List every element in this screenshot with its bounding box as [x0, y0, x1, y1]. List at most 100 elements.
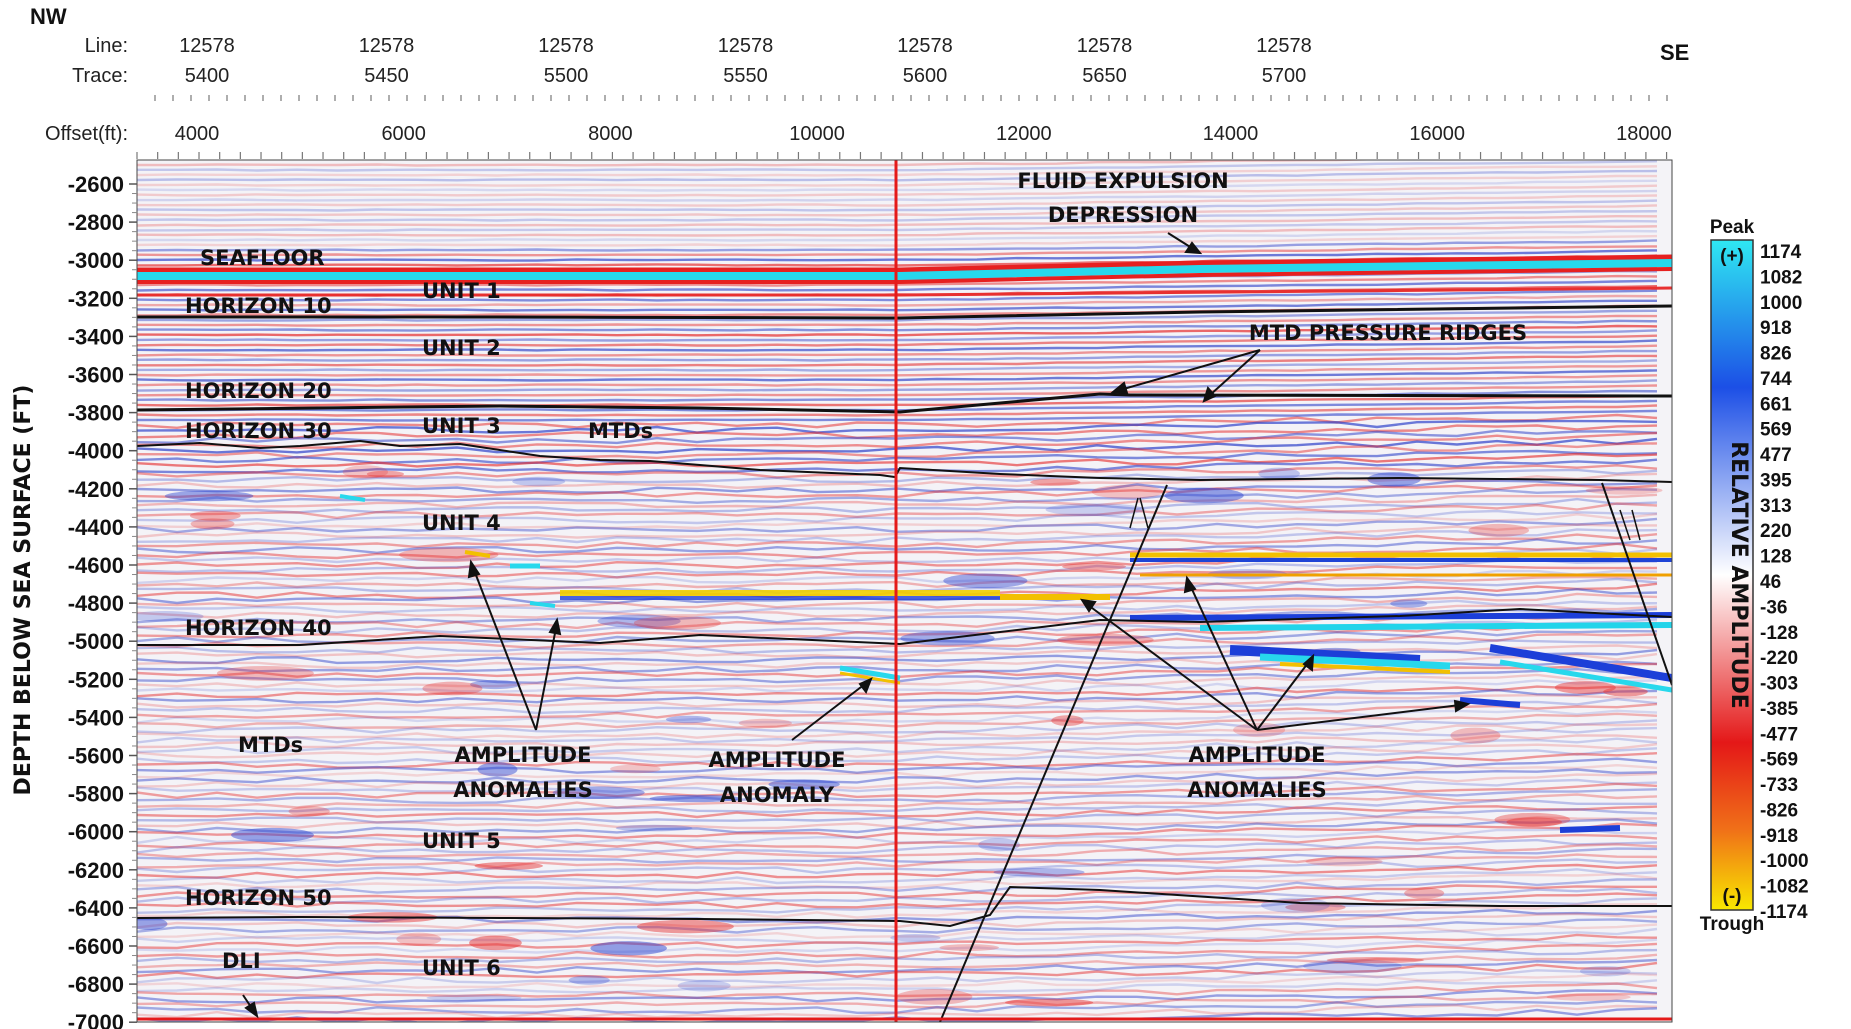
horizon50-label: HORIZON 50 — [185, 886, 332, 910]
mtd-pressure-ridges-label: MTD PRESSURE RIDGES — [1249, 321, 1527, 345]
colorbar-value: 313 — [1760, 496, 1792, 517]
colorbar-value: 661 — [1760, 394, 1792, 415]
colorbar-trough: Trough — [1700, 914, 1764, 935]
depth-tick-label: -5800 — [68, 782, 124, 807]
offset-label: Offset(ft): — [45, 123, 128, 145]
amp-anomaly-label-2: ANOMALY — [720, 783, 835, 807]
depth-tick-label: -3000 — [68, 248, 124, 273]
colorbar — [1710, 239, 1754, 911]
trace-number-value: 5550 — [723, 65, 768, 87]
offset-value: 4000 — [175, 123, 220, 145]
colorbar-value: -918 — [1760, 826, 1798, 847]
colorbar-value: -733 — [1760, 775, 1798, 796]
depth-tick-label: -4000 — [68, 439, 124, 464]
dli-label: DLI — [222, 949, 261, 973]
colorbar-value: 46 — [1760, 572, 1781, 593]
colorbar-value: 477 — [1760, 445, 1792, 466]
depth-tick-label: -4200 — [68, 477, 124, 502]
depth-tick-label: -4800 — [68, 591, 124, 616]
depth-tick-label: -5400 — [68, 705, 124, 730]
trace-line-value: 12578 — [1256, 35, 1312, 57]
trace-number-value: 5700 — [1262, 65, 1307, 87]
colorbar-value: -569 — [1760, 750, 1798, 771]
horizon10-label: HORIZON 10 — [185, 294, 332, 318]
colorbar-value: 569 — [1760, 420, 1792, 441]
unit4-label: UNIT 4 — [422, 511, 501, 535]
colorbar-value: 826 — [1760, 344, 1792, 365]
depth-tick-label: -6000 — [68, 820, 124, 845]
colorbar-value: -1082 — [1760, 877, 1809, 898]
colorbar-value: -1000 — [1760, 851, 1809, 872]
depth-axis-label: DEPTH BELOW SEA SURFACE (FT) — [11, 385, 36, 796]
colorbar-value: -36 — [1760, 597, 1787, 618]
trace-number-value: 5600 — [903, 65, 948, 87]
depth-axis: -2600 -2800 -3000 -3200 -3400 -3600 -3800 -4000… — [68, 172, 137, 1029]
colorbar-value: 1000 — [1760, 293, 1802, 314]
amp-anomalies-label-left-2: ANOMALIES — [453, 778, 593, 802]
offset-value: 10000 — [789, 123, 845, 145]
depth-tick-label: -6600 — [68, 934, 124, 959]
colorbar-value: -826 — [1760, 800, 1798, 821]
depth-tick-label: -6400 — [68, 896, 124, 921]
offset-value: 16000 — [1409, 123, 1465, 145]
colorbar-value: 1174 — [1760, 242, 1802, 263]
amp-anomalies-label-right-1: AMPLITUDE — [1189, 743, 1326, 767]
colorbar-value: -220 — [1760, 648, 1798, 669]
depth-tick-label: -6800 — [68, 972, 124, 997]
depth-tick-label: -3200 — [68, 286, 124, 311]
trace-number-value: 5450 — [364, 65, 409, 87]
se-label: SE — [1660, 40, 1689, 65]
colorbar-value: 918 — [1760, 318, 1792, 339]
colorbar-value: 395 — [1760, 470, 1792, 491]
trace-line-value: 12578 — [179, 35, 235, 57]
fluid-expulsion-label-1: FLUID EXPULSION — [1017, 169, 1228, 193]
colorbar-value: 1082 — [1760, 267, 1802, 288]
depth-tick-label: -5200 — [68, 667, 124, 692]
seafloor-label: SEAFLOOR — [200, 246, 325, 270]
trace-label: Trace: — [72, 65, 128, 87]
amp-anomalies-label-right-2: ANOMALIES — [1187, 778, 1327, 802]
horizon40-label: HORIZON 40 — [185, 616, 332, 640]
mtds-label-upper: MTDs — [588, 419, 653, 443]
colorbar-peak: Peak — [1710, 217, 1755, 238]
depth-tick-label: -4400 — [68, 515, 124, 540]
annotation-arrows — [242, 232, 1471, 1019]
depth-tick-label: -4600 — [68, 553, 124, 578]
fluid-expulsion-label-2: DEPRESSION — [1048, 203, 1198, 227]
colorbar-value: -477 — [1760, 724, 1798, 745]
depth-tick-label: -2600 — [68, 172, 124, 197]
offset-value: 6000 — [381, 123, 426, 145]
trace-header: 12578 5400 12578 5450 12578 5500 12578 5550 1257… — [179, 35, 1312, 87]
trace-line-value: 12578 — [897, 35, 953, 57]
offset-ruler — [136, 152, 1668, 159]
colorbar-value: -128 — [1760, 623, 1798, 644]
unit5-label: UNIT 5 — [422, 829, 501, 853]
colorbar-value: -385 — [1760, 699, 1798, 720]
trace-line-value: 12578 — [1077, 35, 1133, 57]
colorbar-value: -303 — [1760, 674, 1798, 695]
amp-anomaly-label-1: AMPLITUDE — [709, 748, 846, 772]
depth-tick-label: -5000 — [68, 629, 124, 654]
colorbar-value: 220 — [1760, 521, 1792, 542]
colorbar-title: RELATIVE AMPLITUDE — [1726, 441, 1751, 709]
horizon20-label: HORIZON 20 — [185, 379, 332, 403]
unit1-label: UNIT 1 — [422, 279, 501, 303]
unit2-label: UNIT 2 — [422, 336, 501, 360]
offset-value: 12000 — [996, 123, 1052, 145]
trace-line-value: 12578 — [538, 35, 594, 57]
unit6-label: UNIT 6 — [422, 956, 501, 980]
depth-tick-label: -3400 — [68, 324, 124, 349]
line-label: Line: — [85, 35, 128, 57]
colorbar-values: 1174 1082 1000 918 826 744 661 569 477 395 313 220 1… — [1760, 242, 1809, 923]
offset-value: 18000 — [1616, 123, 1672, 145]
trace-line-value: 12578 — [718, 35, 774, 57]
trace-line-value: 12578 — [359, 35, 415, 57]
depth-tick-label: -5600 — [68, 744, 124, 769]
trace-number-value: 5500 — [544, 65, 589, 87]
offset-value: 8000 — [588, 123, 633, 145]
offset-value: 14000 — [1203, 123, 1259, 145]
depth-tick-label: -3800 — [68, 401, 124, 426]
mtds-label-lower: MTDs — [238, 733, 303, 757]
colorbar-value: 744 — [1760, 369, 1792, 390]
